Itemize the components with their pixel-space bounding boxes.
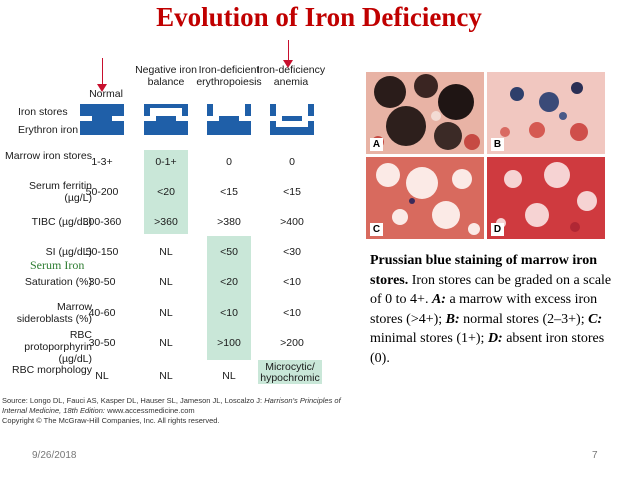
page-number: 7: [592, 450, 598, 461]
slide-title: Evolution of Iron Deficiency: [156, 2, 482, 32]
cell: <15: [220, 186, 238, 198]
cell: NL: [222, 370, 236, 382]
cell: 0: [226, 156, 232, 168]
cell: <10: [283, 307, 301, 319]
footer-date: 9/26/2018: [32, 450, 77, 461]
cell: 1-3+: [91, 156, 113, 168]
block-normal: [80, 104, 124, 135]
cell: >400: [280, 216, 304, 228]
cell: <20: [220, 276, 238, 288]
cell: NL: [159, 246, 173, 258]
cell: <10: [220, 307, 238, 319]
block-negative-balance: [144, 104, 188, 135]
micrograph-d: D: [487, 157, 605, 239]
photo-letter: A: [370, 138, 383, 151]
figure-source: Source: Longo DL, Fauci AS, Kasper DL, H…: [2, 396, 341, 425]
cell: 300-360: [82, 216, 122, 228]
cell: 50-150: [85, 246, 119, 258]
iron-blocks: [80, 104, 314, 135]
cell: >380: [217, 216, 241, 228]
micrograph-b: B: [487, 72, 605, 154]
label-erythron-iron: Erythron iron: [18, 124, 79, 136]
row-label-tibc: TIBC (µg/dL): [31, 216, 92, 228]
cell: <30: [283, 246, 301, 258]
cell: <10: [283, 276, 301, 288]
cell: >360: [154, 216, 178, 228]
column-iron-deficient-erythropoiesis: Iron-deficient erythropoiesis: [196, 64, 262, 88]
column-normal: Normal: [89, 88, 123, 100]
prussian-blue-micrographs: A B C: [366, 72, 606, 239]
column-negative-iron-balance: Negative iron balance: [135, 64, 197, 88]
cell: NL: [159, 337, 173, 349]
cell: >100: [217, 337, 241, 349]
block-deficient-erythropoiesis: [207, 104, 251, 135]
cell: Microcytic/ hypochromic: [260, 361, 320, 384]
cell: 0: [289, 156, 295, 168]
micrograph-caption: Prussian blue staining of marrow iron st…: [370, 253, 612, 366]
row-label-morphology: RBC morphology: [12, 364, 92, 376]
cell: 30-50: [88, 276, 116, 288]
cell: NL: [159, 307, 173, 319]
row-label-saturation: Saturation (%): [24, 276, 92, 288]
highlight-deficient-erythropoiesis: [207, 236, 251, 360]
micrograph-c: C: [366, 157, 484, 239]
highlight-anemia-morphology: [258, 360, 322, 384]
cell: NL: [95, 370, 109, 382]
cell: <50: [220, 246, 238, 258]
photo-letter: B: [491, 138, 504, 151]
serum-iron-label: Serum Iron: [30, 258, 85, 272]
row-label-sideroblasts: Marrow sideroblasts (%): [16, 301, 92, 325]
row-label-si: SI (µg/dL): [45, 246, 92, 258]
cell: 0-1+: [155, 156, 177, 168]
column-iron-deficiency-anemia: Iron-deficiency anemia: [256, 64, 326, 88]
photo-letter: C: [370, 223, 383, 236]
cell: <20: [157, 186, 175, 198]
cell: NL: [159, 276, 173, 288]
highlight-negative-balance: [144, 150, 188, 234]
block-anemia: [270, 104, 314, 135]
micrograph-a: A: [366, 72, 484, 154]
label-iron-stores: Iron stores: [18, 106, 68, 118]
photo-letter: D: [491, 223, 504, 236]
cell: >200: [280, 337, 304, 349]
cell: 50-200: [85, 186, 119, 198]
cell: NL: [159, 370, 173, 382]
row-label-serum-ferritin: Serum ferritin (µg/L): [28, 180, 92, 204]
iron-deficiency-figure: Normal Negative iron balance Iron-defici…: [2, 40, 341, 425]
cell: 30-50: [88, 337, 116, 349]
row-label-protoporphyrin: RBC protoporphyrin (µg/dL): [24, 329, 92, 365]
cell: 40-60: [88, 307, 116, 319]
row-label-marrow-iron: Marrow iron stores: [5, 150, 92, 162]
cell: <15: [283, 186, 301, 198]
